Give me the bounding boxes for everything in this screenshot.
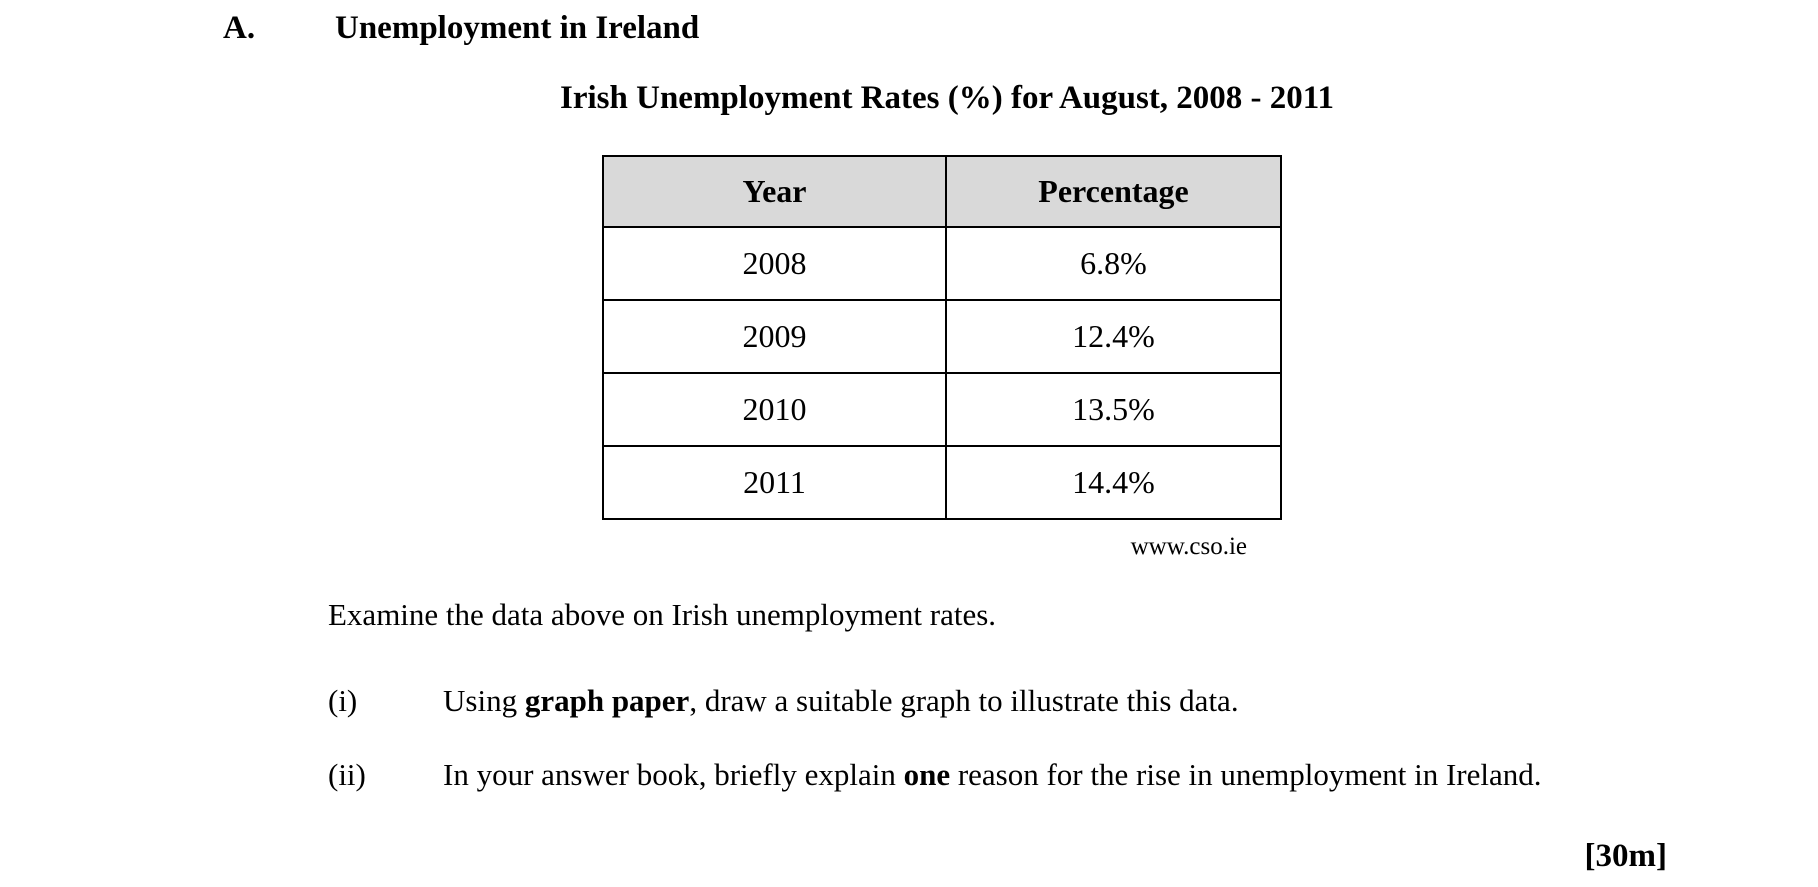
unemployment-table: Year Percentage 2008 6.8% 2009 12.4% 201… [602,155,1282,520]
table-header-row: Year Percentage [602,155,1282,228]
question-i: (i) Using graph paper, draw a suitable g… [328,678,1683,723]
source-url: www.cso.ie [1130,533,1247,560]
table-row: 2009 12.4% [602,299,1282,374]
question-i-text-bold: graph paper [524,683,690,718]
table-cell-year: 2011 [602,445,947,520]
table-cell-percentage: 14.4% [945,445,1282,520]
question-ii-text-post: reason for the rise in unemployment in I… [950,757,1542,792]
question-i-label: (i) [328,683,358,718]
table-row: 2008 6.8% [602,226,1282,301]
table-cell-percentage: 13.5% [945,372,1282,447]
section-title: Unemployment in Ireland [335,10,700,46]
question-i-text-pre: Using [443,683,525,718]
table-cell-percentage: 12.4% [945,299,1282,374]
question-i-text: Using graph paper, draw a suitable graph… [443,678,1683,723]
marks-label: [30m] [1584,838,1667,874]
table-cell-year: 2010 [602,372,947,447]
table-cell-year: 2008 [602,226,947,301]
table-row: 2011 14.4% [602,445,1282,520]
question-ii-label: (ii) [328,757,366,792]
table-header-percentage: Percentage [945,155,1282,228]
question-ii: (ii) In your answer book, briefly explai… [328,752,1683,797]
table-cell-year: 2009 [602,299,947,374]
table-cell-percentage: 6.8% [945,226,1282,301]
question-ii-text-bold: one [903,757,951,792]
section-heading: A. Unemployment in Ireland [223,8,699,48]
examine-text: Examine the data above on Irish unemploy… [328,597,997,632]
table-row: 2010 13.5% [602,372,1282,447]
table-header-year: Year [602,155,947,228]
question-ii-text: In your answer book, briefly explain one… [443,752,1683,797]
table-title: Irish Unemployment Rates (%) for August,… [560,80,1334,116]
section-label: A. [223,10,256,46]
question-ii-text-pre: In your answer book, briefly explain [443,757,904,792]
question-i-text-post: , draw a suitable graph to illustrate th… [689,683,1239,718]
